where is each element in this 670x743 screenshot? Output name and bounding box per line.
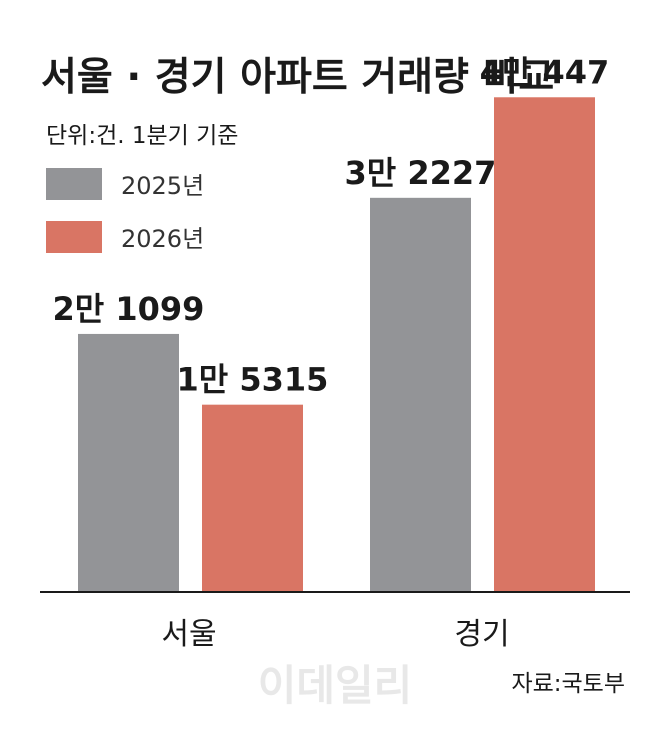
legend-label-2025: 2025년 bbox=[121, 172, 204, 200]
watermark-text: 이데일리 bbox=[258, 661, 413, 710]
category-label-seoul: 서울 bbox=[161, 617, 216, 652]
bars-layer bbox=[78, 97, 595, 592]
bar-gyeonggi-2025 bbox=[370, 197, 471, 592]
unit-note: 단위:건. 1분기 기준 bbox=[46, 123, 238, 149]
legend-swatch-2025 bbox=[46, 168, 102, 200]
value-label-seoul-2025: 2만 1099 bbox=[53, 290, 205, 328]
bar-gyeonggi-2026 bbox=[494, 97, 595, 592]
legend-item-2026: 2026년 bbox=[46, 221, 204, 253]
chart-title: 서울 · 경기 아파트 거래량 비교 bbox=[41, 55, 554, 100]
value-labels-layer: 2만 1099 1만 5315 3만 2227 4만 447 bbox=[53, 53, 610, 398]
value-label-gyeonggi-2026: 4만 447 bbox=[480, 53, 610, 91]
category-label-gyeonggi: 경기 bbox=[454, 617, 509, 652]
source-note: 자료:국토부 bbox=[511, 671, 625, 697]
value-label-seoul-2026: 1만 5315 bbox=[177, 361, 329, 399]
bar-seoul-2025 bbox=[78, 333, 179, 592]
value-label-gyeonggi-2025: 3만 2227 bbox=[345, 154, 497, 192]
category-labels: 서울 경기 bbox=[161, 617, 509, 652]
legend: 2025년 2026년 bbox=[46, 168, 204, 253]
legend-swatch-2026 bbox=[46, 221, 102, 253]
legend-label-2026: 2026년 bbox=[121, 225, 204, 253]
legend-item-2025: 2025년 bbox=[46, 168, 204, 200]
bar-seoul-2026 bbox=[202, 404, 303, 592]
